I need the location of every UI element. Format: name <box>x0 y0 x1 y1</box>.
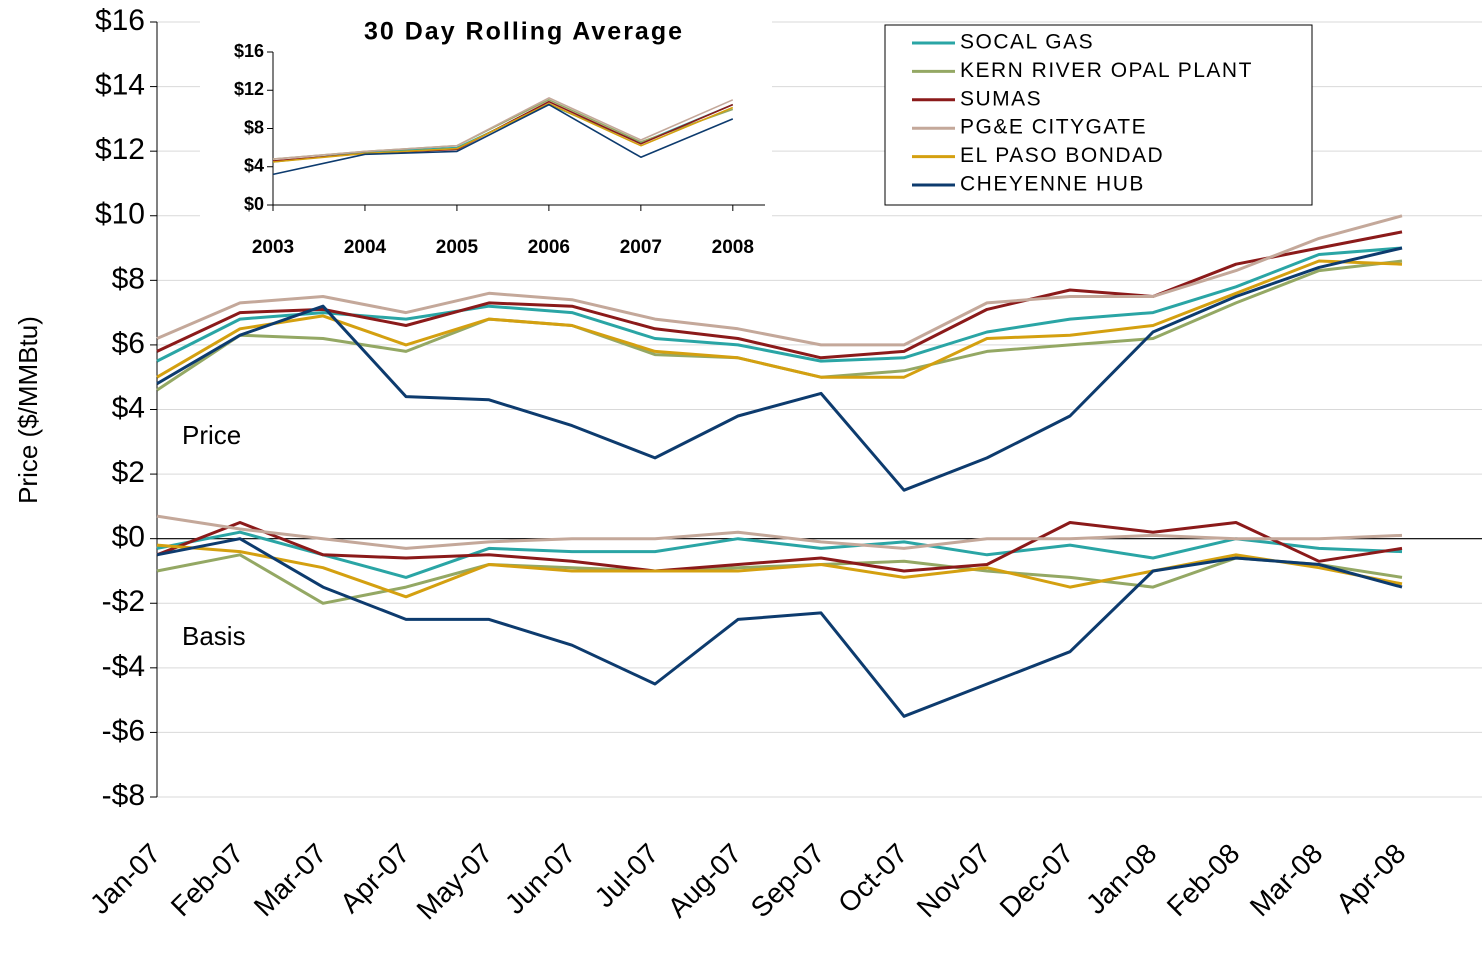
y-tick-label: $10 <box>95 198 145 231</box>
inset-x-tick-label: 2008 <box>712 237 754 258</box>
y-tick-label: -$4 <box>102 650 145 683</box>
basis-line <box>156 553 1403 605</box>
legend-label: SUMAS <box>960 87 1042 110</box>
basis-line <box>156 521 1403 573</box>
x-tick-label: Aug-07 <box>662 838 748 924</box>
annotation: Price <box>182 420 241 450</box>
basis-line <box>156 514 1403 550</box>
price-line <box>156 230 1403 360</box>
x-tick-label: Dec-07 <box>994 838 1080 924</box>
x-tick-label: Apr-08 <box>1330 838 1411 919</box>
x-tick-label: Mar-07 <box>248 838 333 923</box>
basis-line <box>156 543 1403 599</box>
legend-label: SOCAL GAS <box>960 31 1094 54</box>
inset-x-tick-label: 2003 <box>252 237 294 258</box>
legend-box <box>884 24 1313 206</box>
x-tick-label: Sep-07 <box>745 838 831 924</box>
x-tick-label: Feb-07 <box>165 838 250 923</box>
inset-y-tick-label: $12 <box>234 79 264 99</box>
annotation: Basis <box>182 621 246 651</box>
basis-line <box>156 530 1403 579</box>
price-line <box>156 259 1403 379</box>
inset-y-tick-label: $8 <box>244 117 264 137</box>
inset-x-tick-label: 2004 <box>344 237 387 258</box>
inset-line <box>272 97 734 160</box>
x-tick-label: Jan-07 <box>84 838 166 920</box>
inset-y-tick-label: $4 <box>244 156 264 176</box>
inset-line <box>272 103 734 176</box>
y-tick-label: -$8 <box>102 779 145 812</box>
inset-x-tick-label: 2006 <box>528 237 570 258</box>
x-tick-label: May-07 <box>411 838 499 926</box>
inset-title: 30 Day Rolling Average <box>364 18 684 46</box>
y-tick-label: $16 <box>95 4 145 37</box>
inset-y-tick-label: $16 <box>234 41 264 61</box>
y-axis-label: Price ($/MMBtu) <box>13 316 43 504</box>
legend-label: KERN RIVER OPAL PLANT <box>960 59 1253 82</box>
x-tick-label: Mar-08 <box>1244 838 1329 923</box>
x-tick-label: Nov-07 <box>911 838 997 924</box>
inset-x-tick-label: 2005 <box>436 237 479 258</box>
y-tick-label: -$6 <box>102 714 145 747</box>
price-line <box>156 246 1403 363</box>
y-tick-label: $2 <box>112 456 145 489</box>
inset-x-tick-label: 2007 <box>620 237 662 258</box>
y-tick-label: $6 <box>112 327 145 360</box>
y-tick-label: -$2 <box>102 585 145 618</box>
price-line <box>156 214 1403 347</box>
y-tick-label: $0 <box>112 521 145 554</box>
y-tick-label: $12 <box>95 133 145 166</box>
basis-line <box>156 537 1403 718</box>
x-tick-label: Feb-08 <box>1161 838 1246 923</box>
x-tick-label: Apr-07 <box>334 838 415 919</box>
y-tick-label: $4 <box>112 391 145 424</box>
y-tick-label: $8 <box>112 262 145 295</box>
legend-label: EL PASO BONDAD <box>960 144 1164 167</box>
x-tick-label: Jul-07 <box>589 838 665 914</box>
inset-background <box>200 12 772 270</box>
inset-y-tick-label: $0 <box>244 194 264 214</box>
price-line <box>156 246 1403 492</box>
x-tick-label: Jan-08 <box>1080 838 1162 920</box>
legend-label: CHEYENNE HUB <box>960 173 1145 196</box>
y-tick-label: $14 <box>95 69 145 102</box>
inset-line <box>272 102 734 163</box>
x-tick-label: Oct-07 <box>832 838 913 919</box>
x-tick-label: Jun-07 <box>499 838 581 920</box>
legend-label: PG&E CITYGATE <box>960 116 1147 139</box>
